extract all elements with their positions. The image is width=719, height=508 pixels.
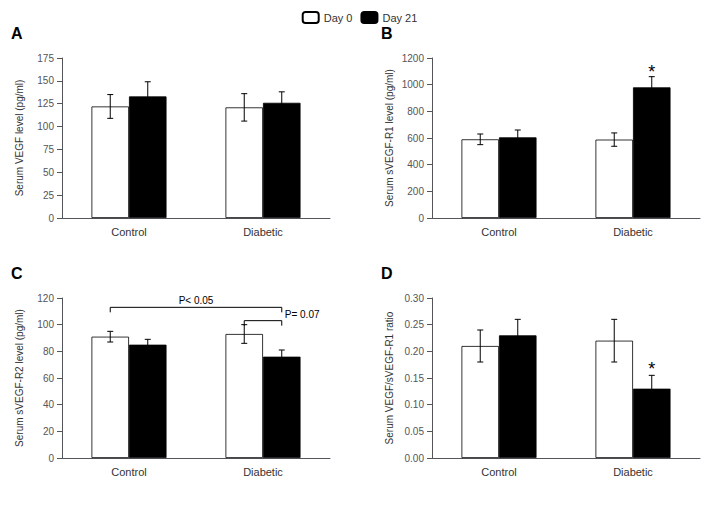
svg-text:Serum sVEGF-R2 level (pg/ml): Serum sVEGF-R2 level (pg/ml): [14, 309, 25, 447]
svg-text:C: C: [11, 265, 23, 282]
svg-text:50: 50: [43, 167, 55, 178]
svg-text:0: 0: [418, 213, 424, 224]
svg-text:800: 800: [407, 106, 424, 117]
svg-text:*: *: [648, 62, 655, 82]
svg-text:*: *: [648, 359, 655, 379]
svg-text:Control: Control: [111, 226, 146, 238]
svg-text:1000: 1000: [402, 79, 425, 90]
svg-text:Diabetic: Diabetic: [243, 226, 283, 238]
svg-text:Serum sVEGF-R1 level (pg/ml): Serum sVEGF-R1 level (pg/ml): [384, 69, 395, 207]
svg-text:0.00: 0.00: [405, 453, 425, 464]
svg-text:0.05: 0.05: [405, 426, 425, 437]
svg-text:80: 80: [43, 346, 55, 357]
svg-text:40: 40: [43, 399, 55, 410]
svg-text:125: 125: [37, 98, 54, 109]
svg-text:Control: Control: [481, 226, 516, 238]
svg-text:175: 175: [37, 53, 54, 64]
svg-text:Day 21: Day 21: [382, 12, 417, 24]
svg-text:Day 0: Day 0: [324, 12, 353, 24]
svg-text:0.25: 0.25: [405, 319, 425, 330]
svg-text:D: D: [381, 265, 393, 282]
svg-text:Serum VEGF/sVEGF-R1 ratio: Serum VEGF/sVEGF-R1 ratio: [384, 311, 395, 444]
svg-text:Control: Control: [111, 466, 146, 478]
svg-text:Control: Control: [481, 466, 516, 478]
svg-text:P< 0.05: P< 0.05: [179, 295, 214, 306]
svg-text:1200: 1200: [402, 53, 425, 64]
svg-text:Serum VEGF level (pg/ml): Serum VEGF level (pg/ml): [14, 80, 25, 197]
svg-text:0.20: 0.20: [405, 346, 425, 357]
svg-text:0.10: 0.10: [405, 399, 425, 410]
svg-text:Diabetic: Diabetic: [243, 466, 283, 478]
svg-text:Diabetic: Diabetic: [613, 466, 653, 478]
svg-text:100: 100: [37, 121, 54, 132]
svg-text:0: 0: [48, 453, 54, 464]
svg-text:0: 0: [48, 213, 54, 224]
svg-text:75: 75: [43, 144, 55, 155]
svg-text:0.15: 0.15: [405, 373, 425, 384]
svg-text:25: 25: [43, 190, 55, 201]
svg-text:A: A: [11, 25, 23, 42]
svg-text:Diabetic: Diabetic: [613, 226, 653, 238]
svg-text:400: 400: [407, 159, 424, 170]
svg-text:120: 120: [37, 293, 54, 304]
svg-text:100: 100: [37, 319, 54, 330]
svg-text:20: 20: [43, 426, 55, 437]
svg-text:P= 0.07: P= 0.07: [285, 309, 320, 320]
svg-text:B: B: [381, 25, 393, 42]
svg-text:0.30: 0.30: [405, 293, 425, 304]
svg-text:60: 60: [43, 373, 55, 384]
svg-text:200: 200: [407, 186, 424, 197]
svg-text:150: 150: [37, 75, 54, 86]
svg-text:600: 600: [407, 133, 424, 144]
